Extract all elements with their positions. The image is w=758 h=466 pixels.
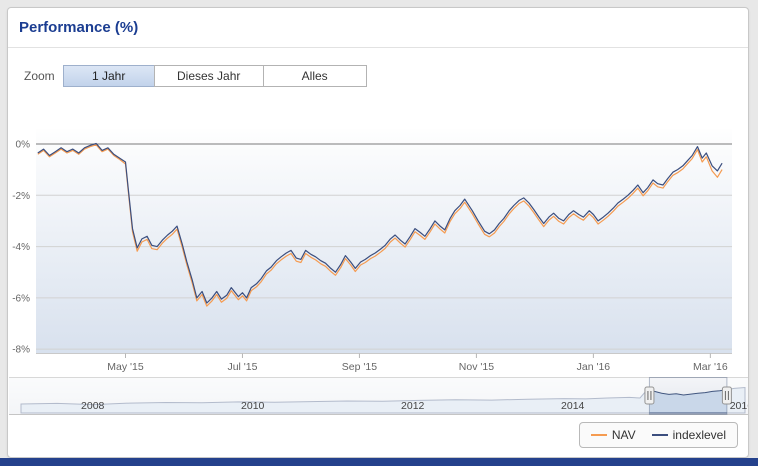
navigator-handle-right[interactable]: [721, 386, 732, 405]
bottom-section-edge: [0, 458, 758, 466]
y-axis-label: -8%: [12, 345, 30, 356]
x-axis-label: Mar '16: [693, 361, 728, 373]
legend: NAV indexlevel: [578, 422, 738, 448]
legend-label-nav: NAV: [611, 428, 636, 442]
y-axis-label: 0%: [16, 140, 31, 151]
navigator-year-label: 2016: [730, 400, 749, 412]
indexlevel-line-sample: [651, 434, 668, 436]
main-chart-svg[interactable]: 0% -2% -4% -6% -8% May '15 Jul '15 Sep '15 Nov '…: [9, 119, 749, 375]
x-axis-label: Jul '15: [227, 361, 257, 373]
y-axis-label: -6%: [12, 293, 30, 304]
zoom-label: Zoom: [24, 69, 55, 83]
zoom-controls: Zoom 1 Jahr Dieses Jahr Alles: [24, 65, 367, 87]
plot-area[interactable]: [36, 129, 732, 353]
navigator-year-label: 2014: [561, 400, 585, 412]
performance-card: Performance (%) Zoom 1 Jahr Dieses Jahr …: [7, 7, 749, 458]
navigator-mask-right: [726, 378, 748, 414]
y-axis-label: -2%: [12, 191, 30, 202]
x-axis-label: May '15: [107, 361, 144, 373]
legend-item-nav[interactable]: NAV: [590, 428, 636, 442]
x-axis-label: Jan '16: [577, 361, 611, 373]
x-axis-label: Nov '15: [459, 361, 494, 373]
zoom-button-alles[interactable]: Alles: [262, 65, 367, 87]
nav-line-sample: [590, 434, 607, 436]
navigator-handle-left[interactable]: [644, 386, 655, 405]
series-indexlevel: [37, 142, 723, 304]
legend-item-indexlevel[interactable]: indexlevel: [651, 428, 726, 442]
x-axis-label: Sep '15: [342, 361, 377, 373]
page-title: Performance (%): [19, 19, 139, 36]
navigator-year-label: 2010: [241, 400, 265, 412]
series-NAV: [37, 144, 723, 307]
zoom-button-dieses-jahr[interactable]: Dieses Jahr: [153, 65, 264, 87]
y-axis-label: -4%: [12, 242, 30, 253]
navigator-year-label: 2012: [401, 400, 425, 412]
title-separator: [8, 47, 748, 48]
zoom-button-1-jahr[interactable]: 1 Jahr: [62, 65, 155, 87]
navigator-svg[interactable]: 2008 2010 2012 2014 2016: [9, 377, 749, 415]
navigator-year-label: 2008: [81, 400, 105, 412]
legend-label-indexlevel: indexlevel: [672, 428, 726, 442]
navigator-mask-left: [9, 378, 650, 414]
